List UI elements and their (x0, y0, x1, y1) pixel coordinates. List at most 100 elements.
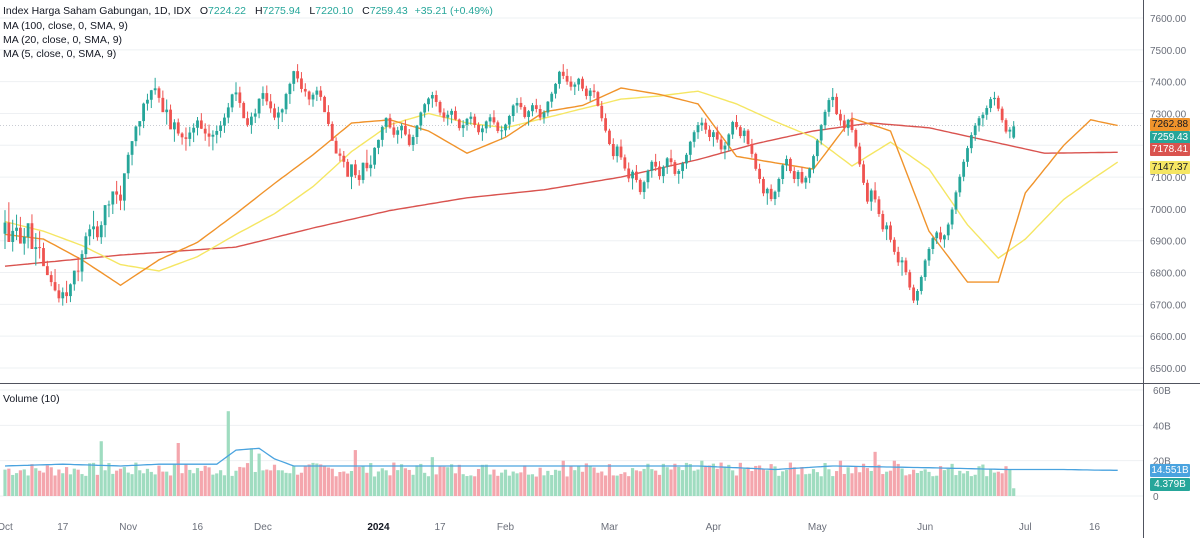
candle-body (257, 98, 261, 114)
candle-body (130, 141, 134, 155)
volume-bar (823, 463, 827, 496)
volume-bar (527, 474, 531, 496)
volume-bar (688, 464, 692, 496)
volume-bar (607, 464, 612, 496)
candle-body (72, 270, 76, 285)
candle-body (353, 164, 357, 176)
volume-bar (538, 467, 542, 496)
legend-ma20[interactable]: MA (20, close, 0, SMA, 9) (3, 34, 123, 46)
candle-body (866, 182, 869, 202)
time-tick-label: Feb (497, 522, 515, 533)
candle-body (242, 102, 246, 119)
candle-body (392, 127, 396, 135)
legend-ma100[interactable]: MA (100, close, 0, SMA, 9) (3, 20, 128, 32)
price-tick-label: 6700.00 (1150, 300, 1187, 311)
volume-bar (222, 475, 227, 496)
candle-body (604, 118, 607, 131)
candle-body (99, 225, 103, 238)
candle-body (315, 90, 319, 95)
volume-bar (272, 464, 277, 496)
candle-body (542, 112, 546, 118)
candle-body (785, 158, 788, 166)
candle-body (692, 132, 696, 142)
candle-body (38, 247, 42, 249)
candle-body (881, 214, 885, 230)
candle-body (61, 292, 65, 299)
candle-body (111, 191, 115, 205)
candle-body (869, 190, 873, 202)
candle-body (157, 88, 161, 98)
volume-bar (234, 470, 238, 496)
volume-bar (927, 471, 931, 496)
candle-body (346, 161, 350, 177)
candle-body (958, 176, 962, 193)
volume-bar (388, 475, 392, 496)
volume-bar (165, 471, 169, 496)
candle-body (635, 171, 638, 180)
candle-body (577, 78, 581, 85)
volume-bar (700, 460, 704, 496)
volume-bar (195, 468, 200, 496)
legend-main[interactable]: Index Harga Saham Gabungan, 1D, IDX O722… (3, 5, 493, 17)
candle-body (415, 125, 419, 137)
candle-body (196, 120, 199, 128)
candle-body (681, 163, 684, 172)
candle-body (738, 127, 742, 137)
volume-bar (122, 467, 126, 496)
volume-bar (584, 463, 588, 496)
volume-bar (138, 470, 142, 496)
candle-body (815, 140, 819, 157)
volume-bar (457, 464, 461, 496)
candle-body (554, 83, 557, 94)
candle-body (719, 139, 723, 150)
price-tick-label: 7300.00 (1150, 109, 1187, 120)
volume-bar (26, 475, 30, 496)
volume-ma-path (4, 447, 1118, 471)
candle-body (596, 92, 600, 106)
volume-bar (307, 464, 311, 496)
candle-body (665, 158, 669, 167)
volume-bar (103, 470, 107, 496)
volume-bar (861, 463, 866, 496)
volume-bar (511, 471, 515, 496)
candle-body (769, 188, 773, 200)
candle-body (531, 105, 534, 112)
open-value: 7224.22 (208, 5, 247, 17)
volume-bar (761, 469, 766, 496)
legend-ma5[interactable]: MA (5, close, 0, SMA, 9) (3, 48, 117, 60)
candle-body (469, 116, 473, 119)
volume-bar (815, 472, 819, 496)
candle-body (338, 153, 342, 156)
candle-body (65, 292, 68, 297)
volume-bar (392, 462, 396, 496)
legend-volume[interactable]: Volume (10) (3, 393, 60, 405)
volume-bar (276, 470, 280, 496)
price-tick-label: 7600.00 (1150, 14, 1187, 25)
volume-bar (315, 463, 319, 496)
volume-bar (11, 474, 15, 496)
candle-body (300, 78, 303, 89)
candle-body (19, 227, 22, 244)
candle-body (904, 260, 908, 273)
volume-bar (681, 470, 685, 496)
candle-body (57, 290, 61, 299)
volume-bar (219, 470, 223, 496)
candle-body (1012, 126, 1016, 138)
volume-bar (765, 470, 769, 496)
candle-body (400, 125, 403, 131)
volume-bar (207, 467, 211, 496)
candle-body (627, 168, 631, 179)
volume-bar (996, 471, 1000, 496)
volume-bar (669, 469, 673, 496)
volume-bar (969, 476, 973, 496)
candle-body (276, 112, 280, 118)
price-tick-label: 7400.00 (1150, 78, 1187, 89)
candle-body (207, 133, 211, 137)
candle-body (581, 78, 584, 89)
candle-body (203, 128, 207, 134)
candle-body (792, 171, 796, 179)
volume-bar (168, 475, 173, 496)
volume-bar (808, 473, 812, 496)
volume-bar (781, 471, 785, 496)
candle-body (477, 124, 480, 133)
